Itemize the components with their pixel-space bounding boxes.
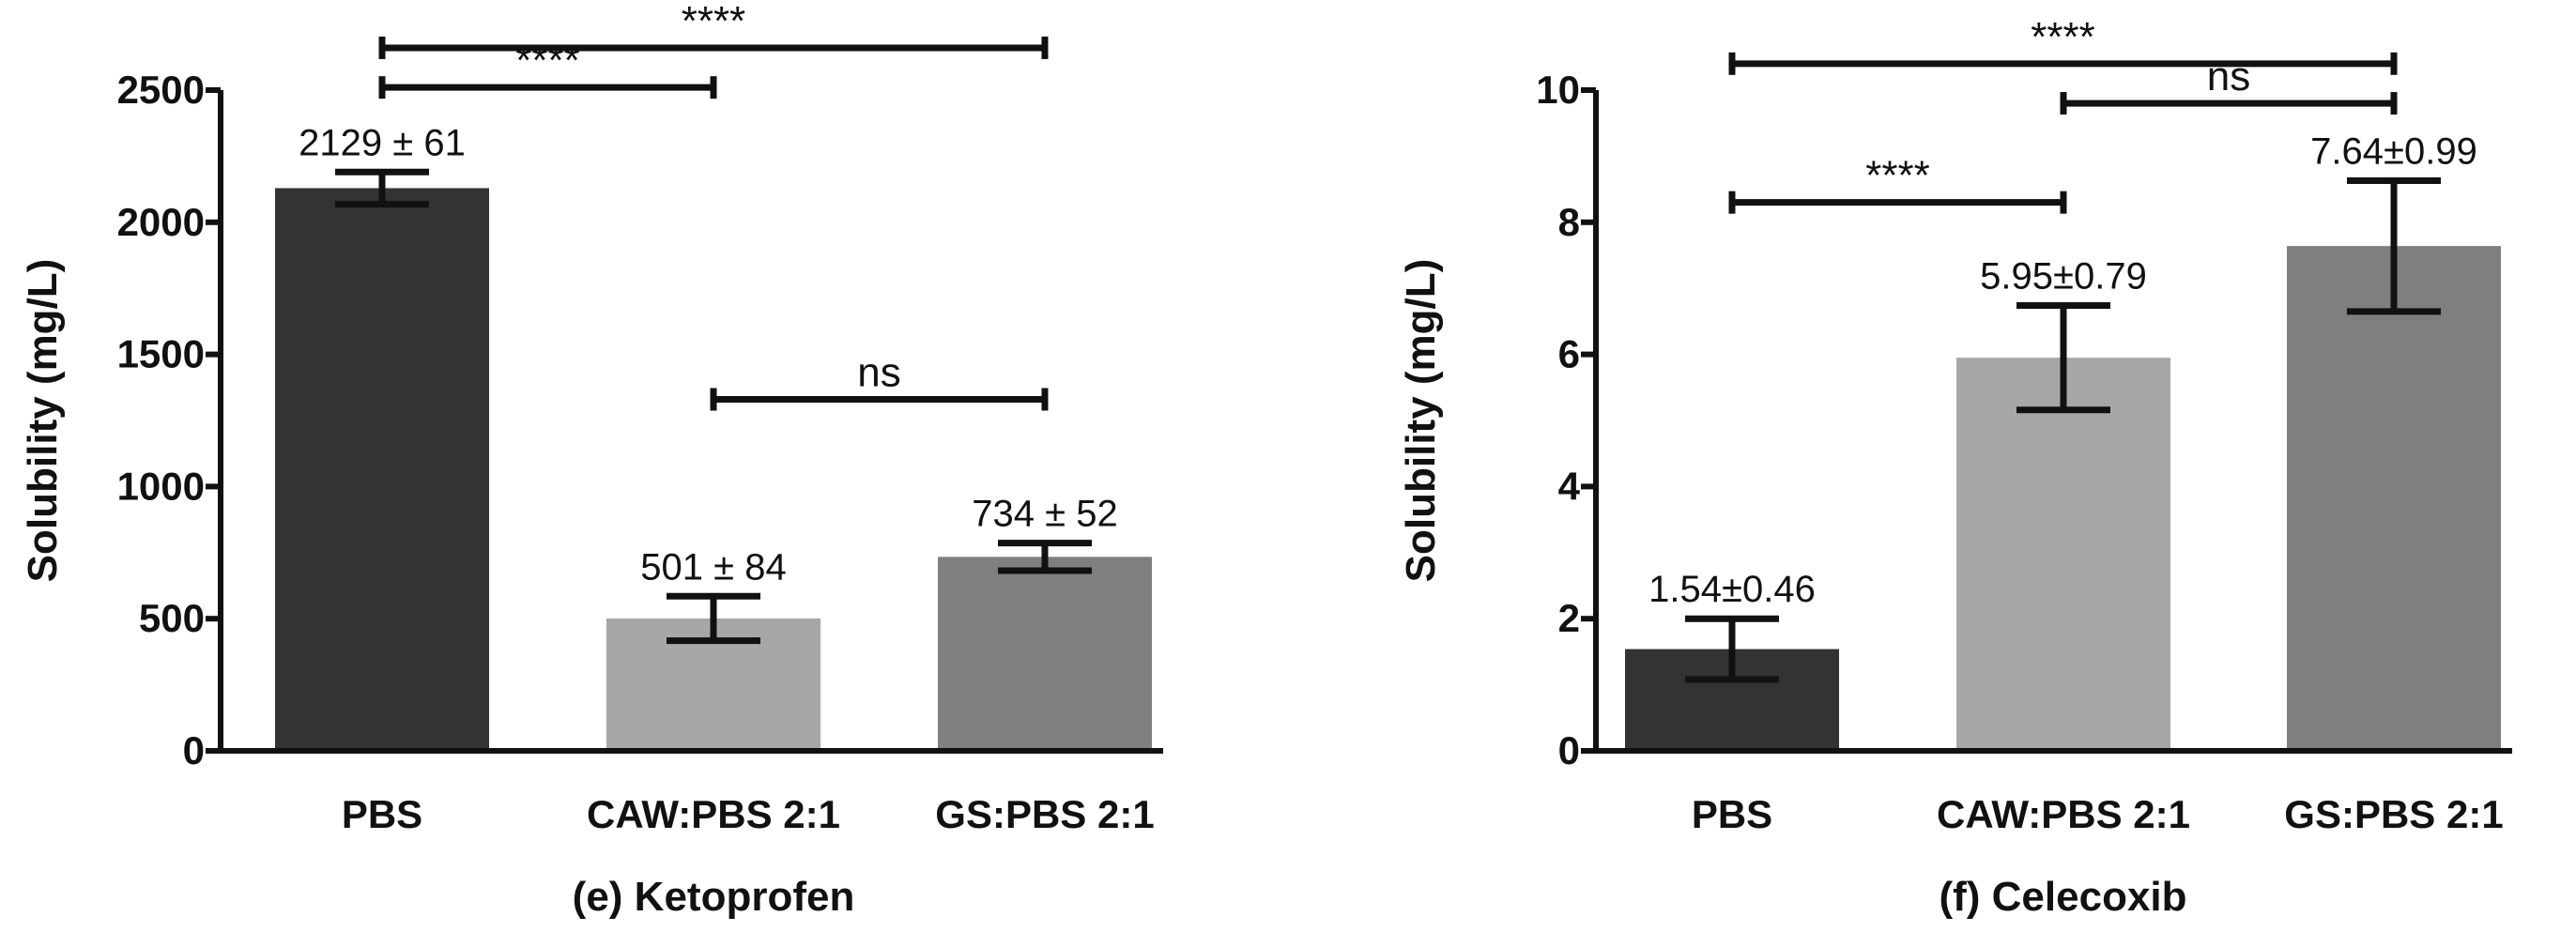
y-tick-label-5: 2500 — [117, 68, 205, 112]
significance-label-2: ns — [2207, 53, 2250, 99]
x-category-label-1: PBS — [1692, 792, 1772, 836]
significance-label-3: ns — [857, 349, 900, 395]
y-tick-label-4: 2000 — [117, 200, 205, 244]
x-category-label-2: CAW:PBS 2:1 — [1937, 792, 2190, 836]
panel-caption: (e) Ketoprofen — [573, 874, 855, 920]
data-label-2: 501 ± 84 — [640, 546, 786, 588]
bar-2 — [1956, 358, 2170, 751]
data-label-1: 1.54±0.46 — [1648, 569, 1816, 610]
y-axis-title: Solubility (mg/L) — [20, 259, 66, 583]
bar-3 — [2287, 246, 2501, 751]
y-tick-label-5: 10 — [1536, 68, 1580, 112]
panel-ketoprofen: 2129 ± 61 501 ± 84 734 ± 52 0 500 1000 1500 200… — [20, 0, 1163, 920]
significance-label-1: **** — [682, 0, 746, 44]
data-label-3: 7.64±0.99 — [2310, 130, 2477, 172]
data-label-2: 5.95±0.79 — [1980, 256, 2147, 298]
x-category-label-2: CAW:PBS 2:1 — [587, 792, 840, 836]
y-tick-label-2: 1000 — [117, 464, 205, 508]
panel-caption: (f) Celecoxib — [1939, 874, 2186, 920]
y-tick-label-2: 4 — [1558, 464, 1581, 508]
bar-3 — [938, 557, 1152, 751]
y-tick-label-1: 500 — [139, 596, 205, 640]
y-tick-label-0: 0 — [1558, 728, 1580, 772]
bar-1 — [275, 188, 489, 751]
y-tick-label-4: 8 — [1558, 200, 1580, 244]
y-tick-label-0: 0 — [183, 728, 205, 772]
x-category-label-1: PBS — [342, 792, 422, 836]
significance-label-3: **** — [1865, 153, 1930, 199]
y-tick-label-3: 6 — [1558, 332, 1580, 376]
y-axis-title: Solubility (mg/L) — [1398, 259, 1444, 583]
data-label-1: 2129 ± 61 — [299, 122, 466, 163]
panel-celecoxib: 1.54±0.46 5.95±0.79 7.64±0.99 0 2 4 6 8 10 PBS CAW… — [1398, 14, 2512, 920]
y-tick-label-1: 2 — [1558, 596, 1580, 640]
x-category-label-3: GS:PBS 2:1 — [2284, 792, 2503, 836]
data-label-3: 734 ± 52 — [972, 494, 1117, 535]
significance-label-1: **** — [2031, 14, 2095, 60]
y-tick-label-3: 1500 — [117, 332, 205, 376]
significance-label-2: **** — [515, 38, 580, 84]
x-category-label-3: GS:PBS 2:1 — [935, 792, 1154, 836]
